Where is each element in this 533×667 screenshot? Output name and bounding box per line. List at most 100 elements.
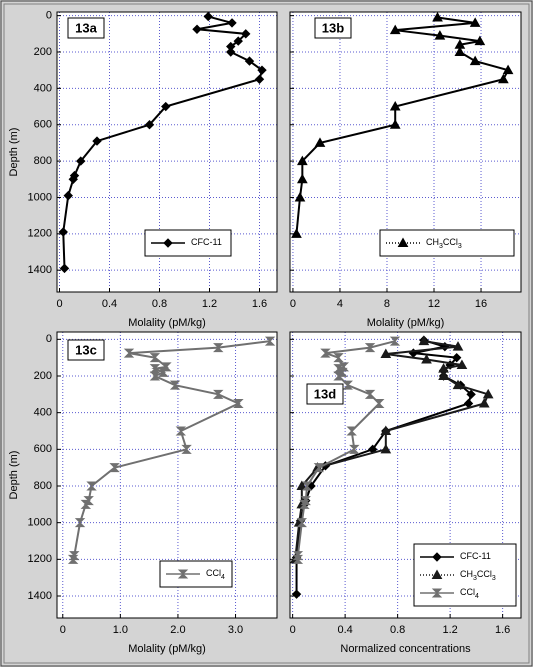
y-tick-label: 0 [46,333,52,345]
data-point [233,399,244,408]
series [67,336,276,564]
data-point [296,155,308,166]
data-point [192,24,202,34]
legend-label: CCl4 [460,587,479,600]
data-point [421,353,432,364]
data-point [469,55,481,66]
data-point [299,499,310,509]
panel-label: 13a [75,20,97,35]
data-point [169,380,181,390]
data-point [389,119,401,129]
y-tick-label: 200 [34,46,52,58]
data-point [502,64,514,75]
data-point [58,227,68,237]
legend-label: CH3CCl3 [426,237,462,250]
data-point [452,379,464,390]
data-point [432,12,443,22]
legend-marker [431,588,443,598]
y-tick-label: 1200 [28,553,52,565]
x-tick-label: 1.0 [113,624,128,636]
data-point [291,228,302,238]
y-tick-label: 400 [34,82,52,94]
data-point [498,73,509,84]
data-point [76,156,86,166]
panel-label-box [67,17,105,39]
data-point [264,336,276,346]
panel-label: 13c [75,342,97,357]
data-point [478,397,490,408]
y-tick-label: 1400 [28,590,52,602]
x-tick-label: 1.6 [495,624,510,636]
legend-label: CCl4 [206,568,225,581]
data-point [296,480,308,490]
data-point [144,120,155,130]
panel-label: 13b [322,20,344,35]
data-point [158,367,169,377]
data-point [469,17,481,27]
y-tick-label: 0 [46,10,52,22]
data-point [333,371,344,381]
x-tick-label: 2.0 [170,624,185,636]
data-point [161,101,171,112]
x-tick-label: 1.2 [442,624,457,636]
data-point [346,426,357,436]
data-point [474,35,486,46]
plot-border [56,331,278,619]
legend-marker [163,238,173,248]
data-point [434,30,446,40]
data-point [452,341,464,351]
data-point [349,444,360,454]
x-tick-label: 0 [56,298,62,310]
y-tick-label: 800 [34,480,52,492]
data-point [226,47,236,57]
y-tick-label: 1400 [28,264,52,276]
legend-label: CFC-11 [460,551,491,561]
data-point [149,371,161,381]
data-point [149,353,161,363]
data-point [418,335,430,346]
legend-label: CFC-11 [191,237,222,247]
legend-marker [397,237,409,247]
data-point [67,554,79,564]
panel-label-box [314,17,352,39]
y-tick-label: 600 [34,119,52,131]
x-axis-label: Molality (pM/kg) [128,643,206,655]
x-tick-label: 4 [337,298,343,310]
data-point [203,12,213,22]
data-point [364,343,376,353]
data-point [438,370,449,380]
data-point [451,352,462,363]
data-point [380,425,392,435]
y-tick-label: 600 [34,443,52,455]
data-point [320,348,331,358]
data-point [109,463,120,473]
panel-label: 13d [314,386,336,401]
x-tick-label: 16 [475,298,487,310]
x-tick-label: 0.8 [152,298,167,310]
inner-frame [3,3,530,664]
legend-box [413,543,517,607]
plot-border [289,331,522,619]
data-point [364,389,376,399]
x-tick-label: 0 [290,298,296,310]
legend-marker [432,552,442,562]
x-axis-label: Molality (pM/kg) [128,317,206,329]
data-point [257,65,267,75]
data-point [380,443,392,454]
series [58,12,267,274]
data-point [213,389,224,399]
data-point [233,36,243,46]
legend-marker [177,569,189,579]
x-tick-label: 8 [384,298,390,310]
data-point [80,499,92,509]
x-tick-label: 12 [428,298,440,310]
plot-border [56,11,278,293]
x-tick-label: 0 [60,624,66,636]
data-point [456,359,468,369]
data-point [296,173,308,184]
data-point [123,348,135,358]
data-point [254,74,265,84]
data-point [63,190,73,201]
series [292,336,401,564]
